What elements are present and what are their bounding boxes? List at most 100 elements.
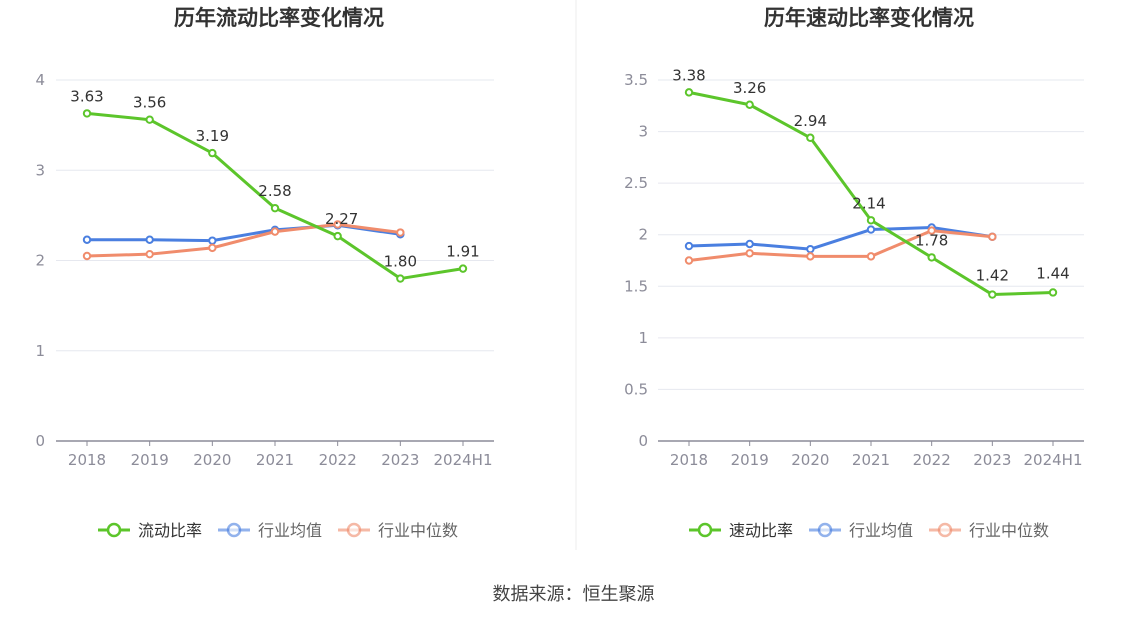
legend-marker (817, 522, 833, 538)
series-line (86, 222, 401, 258)
data-point (745, 239, 754, 249)
x-tick-label: 2019 (731, 451, 769, 469)
data-point (684, 256, 694, 265)
data-point (1048, 288, 1058, 297)
legend-item: 行业中位数 (929, 521, 1049, 540)
legend-label: 行业中位数 (378, 521, 458, 540)
y-tick-label: 0 (35, 432, 45, 450)
legend-marker (937, 522, 953, 538)
data-label: 3.19 (196, 127, 229, 145)
x-tick-label: 2024H1 (1024, 451, 1083, 469)
legend-label: 行业中位数 (969, 521, 1049, 540)
data-point (396, 274, 405, 283)
data-point (806, 244, 815, 254)
data-label: 1.80 (384, 253, 417, 271)
y-tick-label: 2 (35, 252, 45, 270)
y-tick-label: 3 (638, 123, 648, 141)
data-point (866, 225, 876, 234)
legend-marker (106, 522, 122, 538)
legend-item: 行业中位数 (338, 521, 458, 540)
data-label: 1.91 (446, 243, 479, 261)
chart-title: 历年流动比率变化情况 (174, 6, 384, 30)
x-tick-label: 2018 (68, 451, 106, 469)
y-tick-label: 0 (638, 432, 648, 450)
y-tick-label: 2 (638, 226, 648, 244)
data-label: 2.27 (325, 210, 358, 228)
data-label: 3.26 (733, 79, 766, 97)
legend-marker (226, 522, 242, 538)
data-point (988, 290, 997, 299)
data-point (927, 253, 936, 262)
data-point (333, 220, 342, 229)
y-tick-label: 3.5 (624, 71, 648, 89)
legend-marker (346, 522, 362, 538)
x-tick-label: 2023 (973, 451, 1011, 469)
data-point (684, 241, 694, 251)
x-tick-label: 2018 (670, 451, 708, 469)
legend-label: 流动比率 (138, 521, 202, 540)
data-point (270, 227, 280, 236)
data-point (745, 100, 754, 109)
data-point (208, 148, 217, 158)
data-label: 1.44 (1036, 264, 1069, 282)
data-point (333, 231, 342, 241)
x-tick-label: 2024H1 (434, 451, 493, 469)
legend-item: 行业均值 (809, 521, 913, 540)
x-tick-label: 2022 (319, 451, 357, 469)
y-tick-label: 1 (35, 342, 45, 360)
legend-label: 行业均值 (258, 521, 322, 540)
data-point (82, 235, 92, 244)
data-point (866, 252, 876, 261)
data-label: 2.14 (852, 194, 885, 212)
x-tick-label: 2020 (193, 451, 231, 469)
series-line (688, 229, 993, 262)
x-tick-label: 2020 (791, 451, 829, 469)
legend-item: 行业均值 (218, 521, 322, 540)
data-point (145, 249, 154, 259)
data-label: 1.78 (915, 231, 948, 249)
y-tick-label: 0.5 (624, 380, 648, 398)
data-label: 3.38 (672, 66, 705, 84)
data-point (927, 226, 936, 235)
data-label: 3.63 (70, 87, 103, 105)
data-point (208, 243, 217, 253)
data-label: 2.94 (794, 112, 827, 130)
data-point (458, 264, 468, 273)
data-point (806, 133, 815, 142)
legend-label: 速动比率 (729, 521, 793, 540)
data-label: 1.42 (976, 267, 1009, 285)
y-tick-label: 4 (35, 71, 45, 89)
data-point (82, 251, 92, 261)
chart-2: 历年速动比率变化情况 0 0.5 1 1.5 2 2.5 3 3.5 2018 2019 2020 20… (624, 6, 1084, 540)
y-tick-label: 2.5 (624, 174, 648, 192)
x-tick-label: 2023 (381, 451, 419, 469)
x-tick-label: 2019 (131, 451, 169, 469)
legend-item: 流动比率 (98, 521, 202, 540)
data-point (145, 115, 154, 124)
legend-label: 行业均值 (849, 521, 913, 540)
y-tick-label: 1 (638, 329, 648, 347)
data-label: 3.56 (133, 94, 166, 112)
data-point (396, 228, 405, 237)
chart-title: 历年速动比率变化情况 (764, 6, 974, 30)
series-line (688, 225, 993, 251)
data-point (684, 88, 694, 97)
data-point (988, 232, 997, 241)
data-label: 2.58 (258, 182, 291, 200)
legend-item: 速动比率 (689, 521, 793, 540)
data-point (806, 252, 815, 261)
x-tick-label: 2021 (256, 451, 294, 469)
data-point (270, 203, 280, 213)
data-point (145, 235, 154, 244)
data-point (866, 216, 876, 225)
legend-marker (697, 522, 713, 538)
data-source-note: 数据来源：恒生聚源 (492, 584, 655, 605)
data-point (745, 249, 754, 258)
chart-1: 历年流动比率变化情况 0 1 2 3 4 2018 2019 2020 2021 2022 2023 2… (35, 6, 494, 540)
data-point (208, 236, 217, 245)
y-tick-label: 3 (35, 161, 45, 179)
data-point (82, 109, 92, 118)
y-tick-label: 1.5 (624, 277, 648, 295)
x-tick-label: 2021 (852, 451, 890, 469)
